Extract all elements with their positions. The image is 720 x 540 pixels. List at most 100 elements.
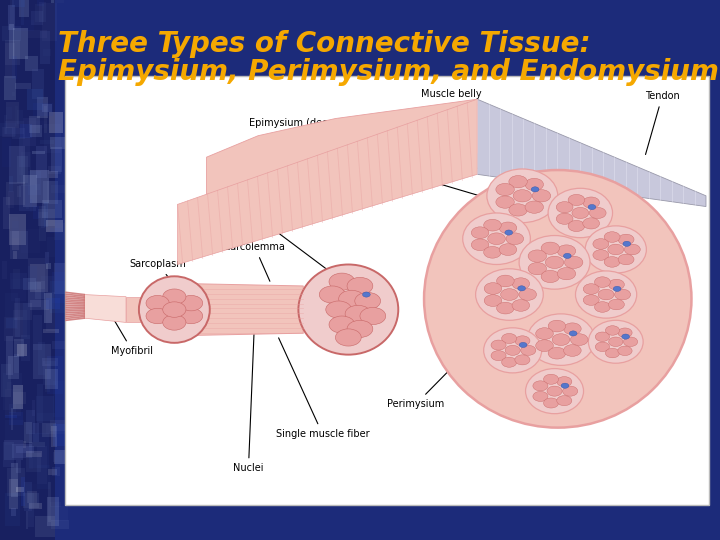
- Bar: [42, 423, 55, 437]
- Bar: [32, 151, 45, 154]
- Bar: [37, 97, 48, 118]
- Bar: [9, 1, 14, 25]
- Bar: [13, 310, 27, 337]
- Circle shape: [557, 245, 576, 257]
- Bar: [22, 477, 25, 507]
- Bar: [35, 184, 40, 190]
- Circle shape: [472, 227, 489, 239]
- Bar: [6, 382, 12, 390]
- Bar: [42, 104, 52, 112]
- Text: Perimysium: Perimysium: [387, 338, 482, 409]
- Circle shape: [362, 292, 370, 297]
- Bar: [4, 440, 23, 460]
- Circle shape: [545, 256, 564, 268]
- Bar: [8, 191, 14, 208]
- Bar: [50, 420, 68, 431]
- Circle shape: [593, 239, 609, 249]
- Bar: [40, 276, 53, 308]
- Bar: [13, 392, 25, 404]
- Ellipse shape: [519, 235, 590, 289]
- Circle shape: [598, 289, 614, 300]
- Bar: [9, 24, 14, 59]
- Circle shape: [608, 299, 624, 310]
- Circle shape: [472, 239, 489, 251]
- Ellipse shape: [527, 314, 595, 366]
- Text: Endomysium
(between fibers): Endomysium (between fibers): [212, 202, 353, 288]
- Circle shape: [491, 350, 506, 361]
- Circle shape: [544, 398, 559, 408]
- Text: Tendon: Tendon: [645, 91, 680, 154]
- Circle shape: [496, 196, 514, 208]
- Bar: [12, 56, 17, 79]
- Bar: [24, 482, 32, 511]
- Circle shape: [572, 207, 589, 219]
- Bar: [9, 176, 13, 192]
- Bar: [21, 0, 24, 25]
- Bar: [9, 231, 29, 259]
- Bar: [15, 298, 20, 338]
- Bar: [52, 341, 66, 349]
- Bar: [4, 420, 24, 445]
- Circle shape: [497, 275, 514, 287]
- Bar: [3, 442, 14, 467]
- Bar: [22, 303, 30, 339]
- Circle shape: [515, 336, 530, 346]
- Circle shape: [528, 250, 546, 262]
- Bar: [42, 200, 61, 219]
- Bar: [11, 273, 27, 289]
- Circle shape: [355, 292, 381, 309]
- Bar: [48, 482, 50, 522]
- Circle shape: [525, 201, 544, 213]
- Bar: [14, 339, 24, 357]
- Bar: [27, 89, 43, 110]
- Bar: [26, 178, 29, 210]
- Bar: [4, 116, 6, 134]
- Bar: [6, 468, 24, 496]
- Bar: [45, 252, 49, 264]
- Circle shape: [499, 222, 517, 234]
- Bar: [41, 206, 45, 228]
- Bar: [36, 146, 47, 178]
- Bar: [51, 519, 68, 529]
- Bar: [16, 460, 22, 474]
- Ellipse shape: [575, 271, 636, 318]
- Ellipse shape: [585, 226, 647, 273]
- Bar: [35, 516, 55, 537]
- Bar: [14, 303, 32, 320]
- Circle shape: [320, 286, 345, 303]
- Bar: [1, 26, 22, 42]
- Circle shape: [528, 262, 546, 275]
- Bar: [21, 230, 40, 253]
- Bar: [48, 469, 57, 475]
- Bar: [37, 447, 47, 483]
- Circle shape: [496, 184, 514, 195]
- Bar: [29, 433, 49, 468]
- Bar: [9, 5, 14, 30]
- Bar: [14, 106, 18, 126]
- Circle shape: [557, 396, 572, 406]
- Bar: [25, 56, 38, 71]
- Circle shape: [564, 345, 581, 356]
- Bar: [5, 415, 17, 418]
- Circle shape: [521, 345, 536, 355]
- Text: Epimysium (deep fascia): Epimysium (deep fascia): [249, 118, 513, 178]
- Circle shape: [568, 194, 585, 206]
- Circle shape: [544, 374, 559, 384]
- Bar: [50, 502, 60, 507]
- Bar: [31, 11, 43, 25]
- Bar: [46, 220, 63, 232]
- Ellipse shape: [424, 170, 691, 428]
- Circle shape: [562, 386, 577, 396]
- Bar: [33, 103, 53, 116]
- Circle shape: [541, 242, 559, 254]
- Bar: [44, 202, 48, 227]
- Circle shape: [593, 249, 609, 260]
- Bar: [27, 491, 37, 503]
- Bar: [53, 424, 72, 447]
- Circle shape: [618, 254, 634, 265]
- Bar: [12, 443, 32, 458]
- Polygon shape: [197, 284, 303, 335]
- Bar: [50, 426, 58, 447]
- Bar: [6, 107, 12, 119]
- Circle shape: [509, 176, 527, 188]
